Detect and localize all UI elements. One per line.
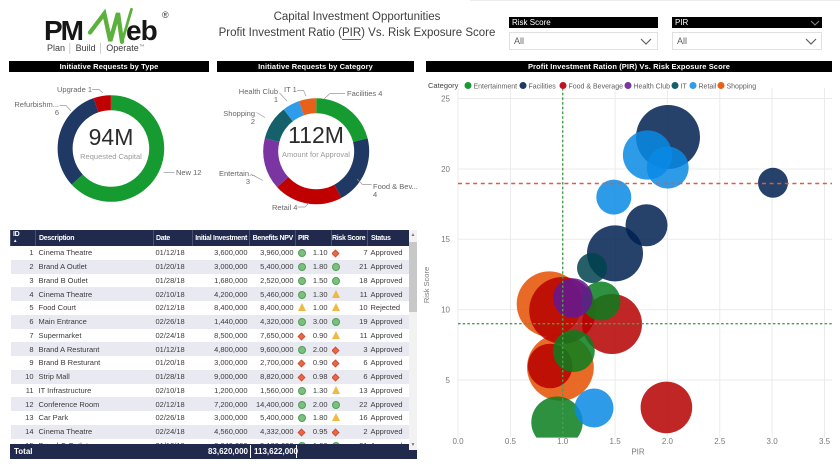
svg-text:Facilities: Facilities (529, 84, 557, 91)
svg-text:15: 15 (441, 235, 450, 244)
svg-text:5: 5 (446, 376, 451, 385)
svg-text:®: ® (162, 10, 169, 20)
svg-text:2.0: 2.0 (662, 437, 674, 446)
svg-text:Health Club: Health Club (634, 84, 671, 91)
svg-text:Entertainment: Entertainment (474, 84, 518, 91)
svg-text:25: 25 (441, 95, 450, 104)
svg-text:1.0: 1.0 (557, 437, 569, 446)
svg-text:Shopping: Shopping (727, 84, 757, 91)
svg-text:PIR: PIR (631, 448, 645, 457)
svg-text:eb: eb (126, 15, 157, 46)
svg-text:IT: IT (681, 84, 688, 91)
svg-text:Retail: Retail (699, 84, 717, 91)
svg-text:0.5: 0.5 (505, 437, 517, 446)
svg-text:Food & Beverage: Food & Beverage (569, 84, 624, 91)
svg-text:0.0: 0.0 (452, 437, 464, 446)
svg-text:3.5: 3.5 (819, 437, 831, 446)
svg-text:10: 10 (441, 306, 450, 315)
svg-text:Risk Score: Risk Score (422, 267, 431, 303)
svg-text:3.0: 3.0 (767, 437, 779, 446)
svg-text:PM: PM (44, 15, 83, 46)
svg-text:2.5: 2.5 (714, 437, 726, 446)
svg-text:1.5: 1.5 (610, 437, 622, 446)
svg-text:20: 20 (441, 165, 450, 174)
